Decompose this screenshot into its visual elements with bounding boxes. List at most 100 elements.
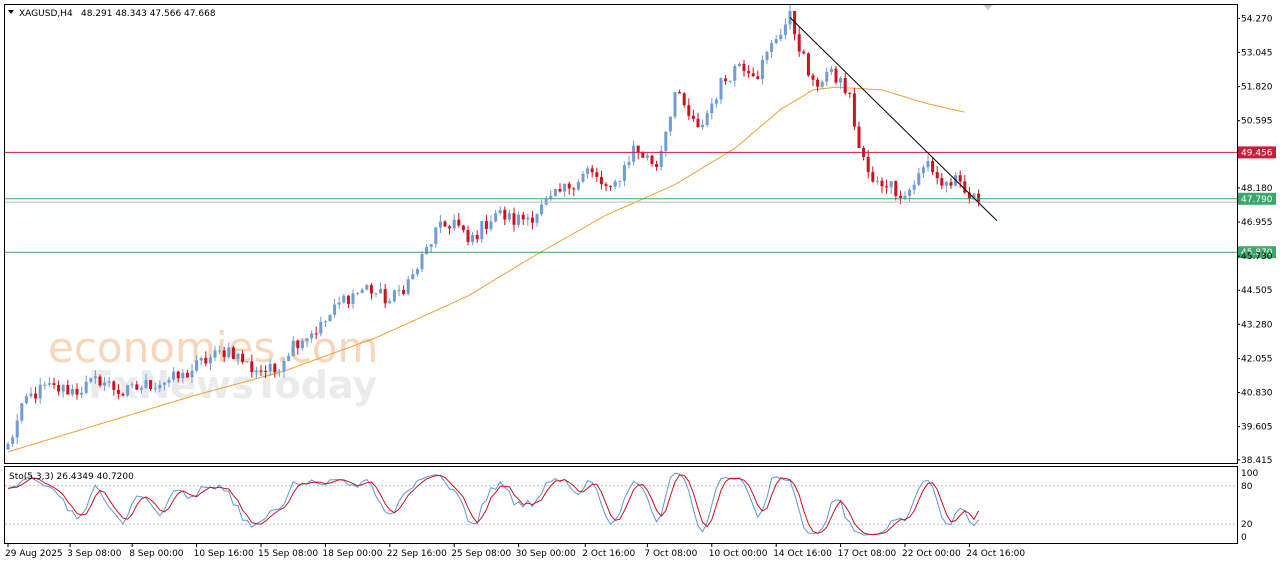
time-tick-label: 22 Sep 16:00 (387, 549, 447, 559)
candle-bullish (310, 330, 314, 343)
candle-bearish (880, 177, 884, 194)
main-plot-frame (4, 4, 1238, 464)
candle-bearish (457, 213, 461, 228)
candle-bearish (885, 179, 889, 194)
stochastic-level-label: 20 (1241, 520, 1253, 530)
candle-bearish (461, 224, 465, 233)
candle-bearish (241, 350, 245, 365)
ohlc-readout: 48.291 48.343 47.566 47.668 (81, 9, 216, 19)
candle-bearish (595, 167, 599, 182)
candle-bullish (328, 314, 332, 322)
scroll-marker-icon[interactable] (983, 5, 993, 10)
candle-bullish (172, 367, 176, 382)
candle-bearish (475, 230, 479, 243)
candle-bullish (356, 292, 360, 296)
stochastic-level-label: 0 (1241, 533, 1247, 543)
candle-bullish (84, 375, 88, 395)
candle-bullish (632, 140, 636, 166)
candle-bullish (770, 40, 774, 59)
moving-average-layer (7, 86, 965, 453)
candle-bearish (98, 374, 102, 388)
candle-bullish (820, 80, 824, 89)
candle-bullish (392, 289, 396, 303)
candle-bullish (43, 381, 47, 390)
trendline-layer (789, 17, 998, 222)
candle-bearish (369, 283, 373, 300)
candle-bearish (609, 185, 613, 191)
candle-bearish (383, 284, 387, 309)
candle-bullish (333, 298, 337, 318)
candle-bullish (107, 376, 111, 388)
candle-bullish (208, 354, 212, 371)
candle-bullish (406, 275, 410, 296)
candle-bearish (747, 65, 751, 78)
candle-bullish (70, 384, 74, 397)
candle-bullish (438, 215, 442, 234)
time-tick-label: 18 Sep 00:00 (322, 549, 382, 559)
price-tick-label: 42.055 (1241, 354, 1273, 364)
time-tick-label: 2 Oct 16:00 (582, 549, 635, 559)
candle-bearish (811, 72, 815, 86)
candle-bearish (222, 346, 226, 363)
candle-bearish (590, 165, 594, 178)
support-level-tag (1238, 246, 1276, 259)
candle-bullish (728, 80, 732, 84)
candle-bullish (765, 50, 769, 64)
candle-bullish (889, 181, 893, 195)
candle-bullish (825, 67, 829, 86)
candle-bullish (305, 337, 309, 348)
candle-bearish (512, 207, 516, 232)
candle-bearish (857, 121, 861, 149)
collapse-triangle-icon[interactable] (8, 10, 14, 14)
candle-bullish (526, 213, 530, 226)
candle-bullish (710, 98, 714, 120)
time-tick-label: 10 Sep 16:00 (194, 549, 254, 559)
candle-bullish (323, 319, 327, 327)
price-tick-label: 44.505 (1241, 286, 1273, 296)
descending-trendline[interactable] (789, 17, 998, 222)
candle-bearish (935, 165, 939, 185)
candle-bullish (420, 251, 424, 273)
candle-bearish (346, 295, 350, 308)
candle-bearish (57, 380, 61, 396)
price-tick-label: 53.045 (1241, 48, 1273, 58)
candle-bullish (61, 384, 65, 398)
candle-bearish (894, 180, 898, 201)
moving-average-line (7, 86, 965, 453)
candle-bullish (80, 386, 84, 399)
candle-bearish (466, 225, 470, 246)
candle-bullish (553, 188, 557, 197)
candle-bearish (66, 379, 70, 395)
price-tick-label: 43.280 (1241, 320, 1273, 330)
candle-bullish (507, 209, 511, 223)
candle-bullish (944, 181, 948, 193)
candle-bullish (517, 211, 521, 228)
stochastic-signal-line (7, 474, 980, 536)
time-tick-label: 15 Sep 08:00 (258, 549, 318, 559)
candle-bearish (834, 65, 838, 85)
candle-bullish (236, 352, 240, 365)
candle-bullish (415, 267, 419, 277)
candle-bullish (15, 414, 19, 445)
candle-bearish (871, 166, 875, 183)
candle-bullish (181, 368, 185, 384)
candle-bearish (448, 224, 452, 235)
candle-bullish (167, 376, 171, 388)
candle-bearish (34, 386, 38, 404)
candle-bullish (645, 152, 649, 161)
candle-bearish (567, 181, 571, 195)
candle-bearish (121, 392, 125, 397)
time-tick-label: 24 Oct 16:00 (966, 549, 1025, 559)
time-tick-label: 22 Oct 00:00 (902, 549, 961, 559)
candle-bullish (839, 76, 843, 90)
symbol-label: XAGUSD,H4 (19, 9, 73, 19)
candle-bearish (296, 339, 300, 355)
candle-bearish (176, 370, 180, 383)
level-price-label: 49.456 (1241, 148, 1273, 158)
candle-bullish (917, 168, 921, 187)
candle-bullish (581, 170, 585, 184)
candle-bullish (162, 381, 166, 391)
candle-bullish (779, 28, 783, 42)
time-tick-label: 30 Sep 00:00 (516, 549, 576, 559)
